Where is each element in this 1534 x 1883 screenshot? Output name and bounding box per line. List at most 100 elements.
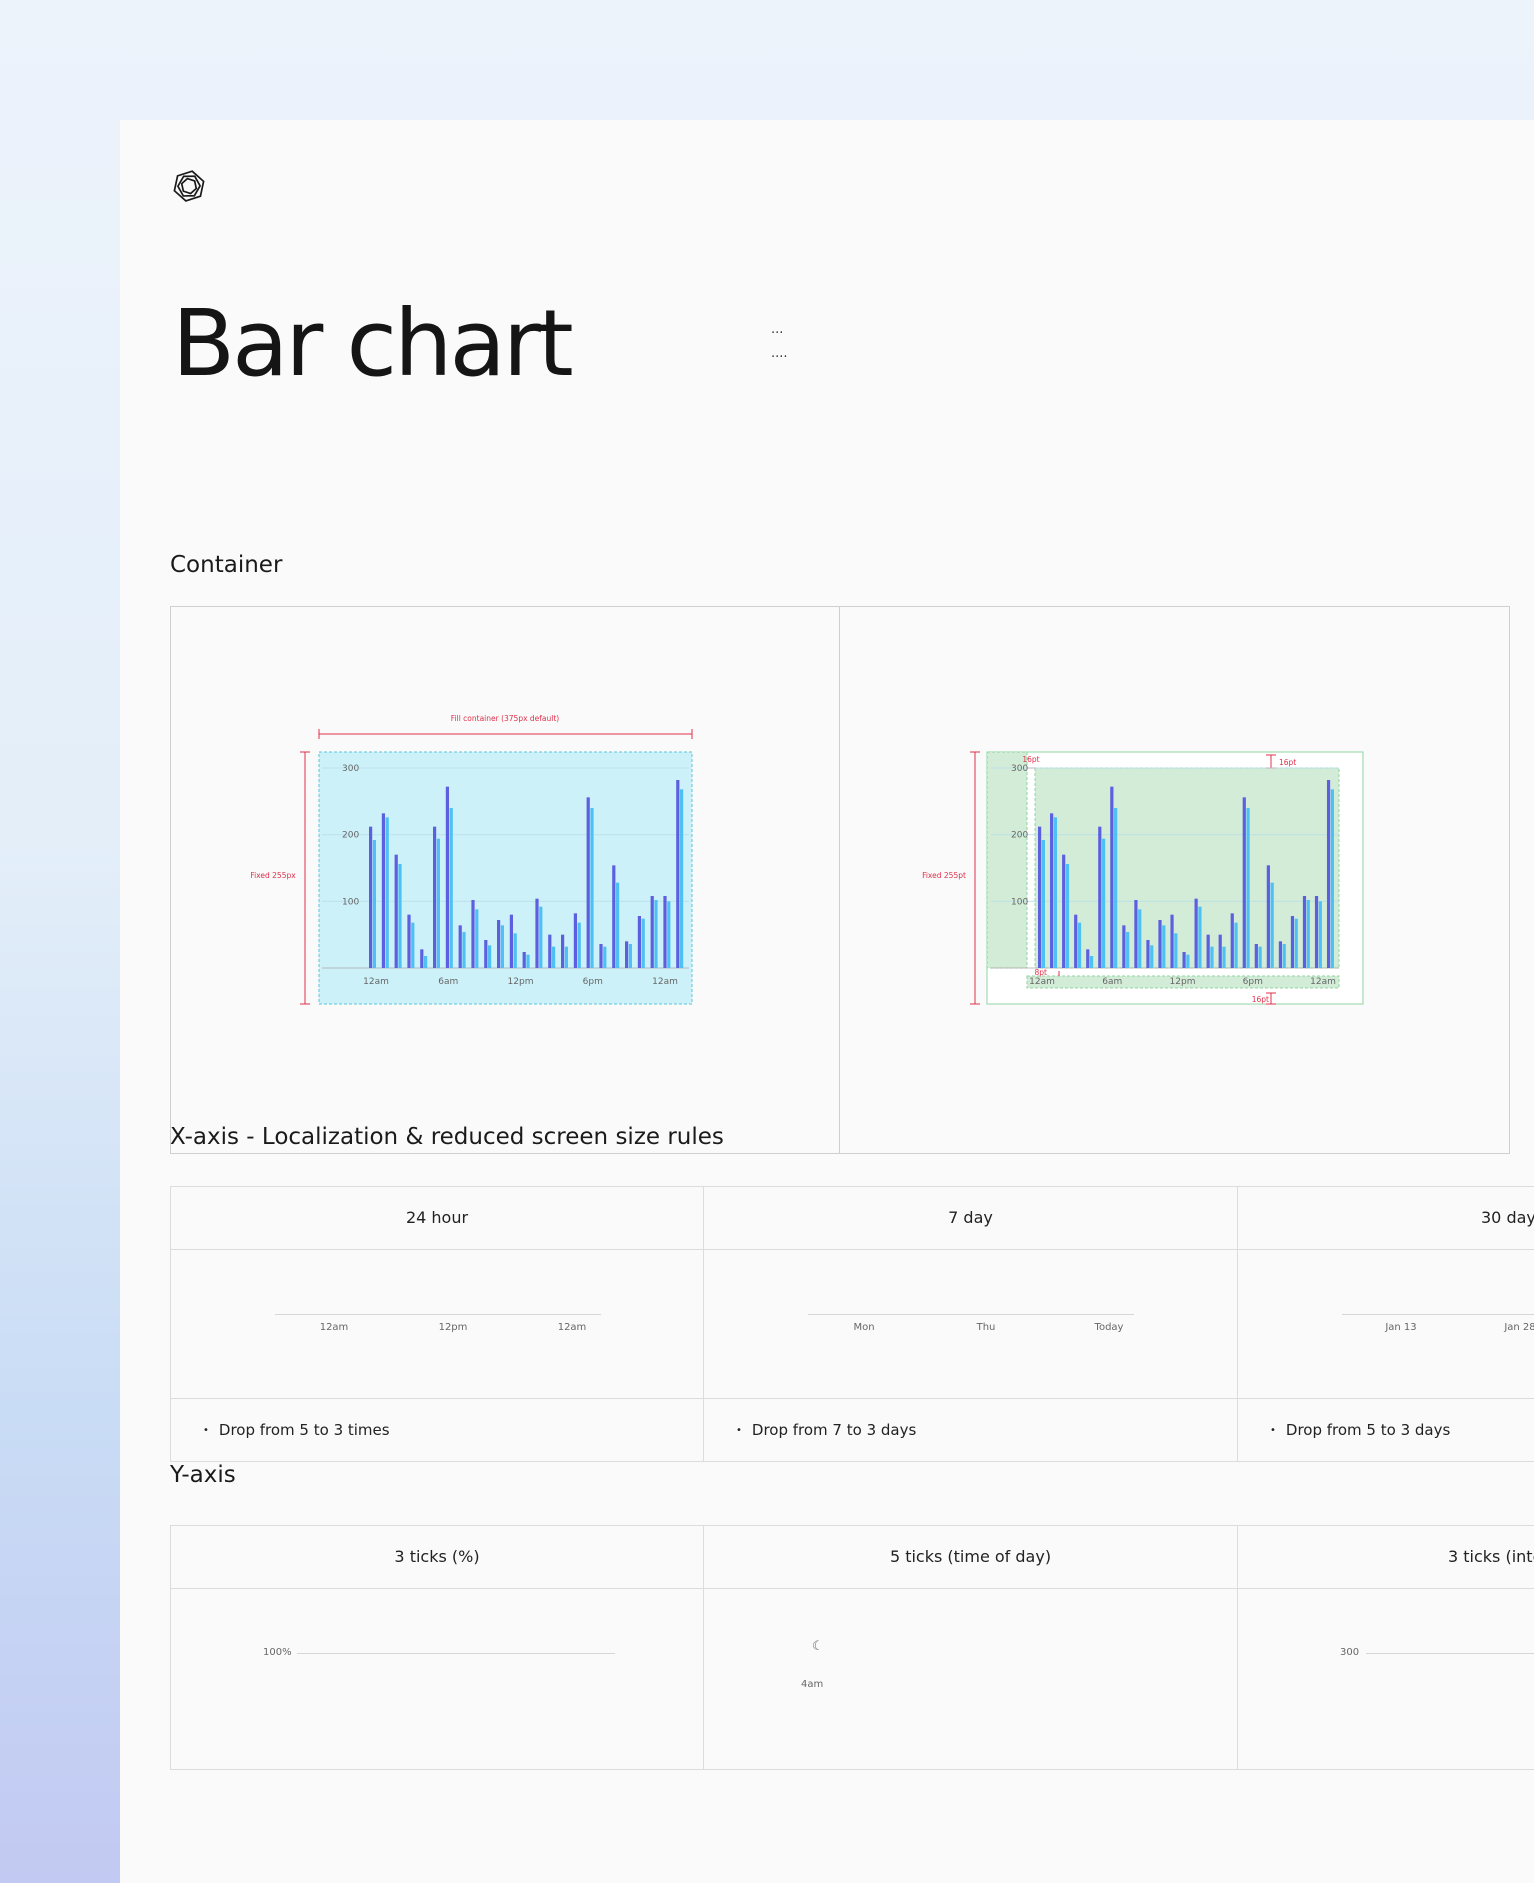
x-axis-area: [1026, 975, 1340, 989]
bar: [1290, 916, 1295, 968]
bar: [564, 946, 568, 968]
bar: [1206, 934, 1210, 968]
bar: [436, 838, 440, 968]
y-tick-label: 4am: [801, 1679, 824, 1690]
bar: [1186, 954, 1190, 968]
bar: [1122, 925, 1126, 968]
y-tick-label: 100: [342, 897, 359, 907]
axis-preview: Jan 13 Jan 28: [1238, 1250, 1534, 1399]
bar: [458, 925, 462, 968]
column-header: 24 hour: [171, 1187, 703, 1250]
x-tick-label: 12am: [1029, 977, 1055, 987]
bar: [1234, 922, 1238, 968]
bullet-icon: •: [1270, 1425, 1276, 1436]
bar: [462, 932, 466, 968]
x-tick-label: Today: [1094, 1322, 1124, 1333]
x-tick-label: 12am: [1310, 977, 1336, 987]
y-tick-label: 100%: [263, 1647, 292, 1658]
bar: [1318, 901, 1322, 968]
x-tick-label: 12pm: [438, 1322, 468, 1333]
bar: [1162, 925, 1166, 968]
bar: [680, 789, 684, 968]
logo-icon: [173, 170, 205, 202]
y-grid-line: [297, 1653, 615, 1654]
y-tick-label: 300: [342, 764, 359, 774]
overflow-menu[interactable]: ... ....: [771, 318, 788, 366]
axis-preview: 12am 12pm 12am: [171, 1250, 703, 1399]
bar: [407, 914, 411, 968]
bar: [663, 896, 667, 968]
y-axis-table: 3 ticks (%) 100% 5 ticks (time of day) ☾…: [170, 1525, 1534, 1770]
bar: [1086, 949, 1090, 968]
y-tick-label: 200: [342, 831, 359, 841]
padding-top-left-note: 16pt: [1022, 755, 1039, 764]
bar: [1330, 789, 1334, 968]
bar: [1102, 838, 1106, 968]
axis-preview: 300: [1238, 1589, 1534, 1769]
panel-divider: [839, 607, 840, 1153]
bar: [1146, 940, 1150, 968]
bar: [445, 786, 449, 968]
section-title-container: Container: [170, 552, 283, 578]
bar: [641, 918, 645, 968]
x-tick-label: 12am: [557, 1322, 587, 1333]
bar: [1150, 945, 1154, 968]
bar: [1110, 786, 1114, 968]
x-tick-label: 6am: [438, 977, 458, 987]
bar: [1098, 826, 1102, 968]
x-tick-label: Mon: [853, 1322, 875, 1333]
section-title-y-axis: Y-axis: [170, 1462, 236, 1488]
x-tick-label: 12am: [319, 1322, 349, 1333]
section-title-x-axis: X-axis - Localization & reduced screen s…: [170, 1124, 724, 1150]
bar: [612, 865, 616, 968]
bar: [1170, 914, 1174, 968]
axis-preview: ☾ 4am: [704, 1589, 1237, 1769]
x-axis-line: [808, 1314, 1134, 1315]
bar: [625, 941, 629, 968]
bar: [1282, 944, 1286, 968]
x-tick-label: 6pm: [1243, 977, 1263, 987]
bar-chart-right: 300 200 100 12am 6am 12pm 6pm 12am: [991, 764, 1339, 987]
x-axis-line: [1342, 1314, 1534, 1315]
width-note: Fill container (375px default): [451, 714, 560, 723]
bar: [1270, 882, 1274, 968]
bar: [637, 916, 641, 968]
y-tick-label: 200: [1011, 831, 1028, 841]
bar: [1062, 854, 1066, 968]
bar: [1326, 780, 1331, 968]
bar: [484, 940, 488, 968]
bar: [1194, 898, 1198, 968]
spec-page: Bar chart ... .... Container Fill contai…: [120, 120, 1534, 1883]
rule-label: Drop from 5 to 3 times: [218, 1421, 390, 1439]
bar: [1246, 808, 1250, 968]
bar: [1041, 840, 1045, 968]
axis-preview: Mon Thu Today: [704, 1250, 1237, 1399]
bar: [433, 826, 437, 968]
plot-area: [1034, 767, 1340, 969]
bar: [676, 780, 680, 968]
height-note: Fixed 255px: [250, 871, 296, 880]
bar: [513, 933, 517, 968]
bar: [535, 898, 539, 968]
bar: [1314, 896, 1319, 968]
bar: [1302, 896, 1307, 968]
column-header: 3 ticks (%): [171, 1526, 703, 1589]
y-tick-label: 300: [1011, 764, 1028, 774]
bar: [1230, 913, 1234, 968]
x-axis-column: 24 hour 12am 12pm 12am • Drop from 5 to 3…: [171, 1187, 704, 1461]
column-header: 7 day: [704, 1187, 1237, 1250]
bar: [385, 817, 389, 968]
bar: [1242, 797, 1246, 968]
bar: [449, 808, 453, 968]
bar: [1134, 900, 1138, 968]
menu-dots-line: ....: [771, 346, 788, 361]
bar: [599, 944, 603, 968]
y-axis-area: [986, 751, 1028, 969]
bar: [381, 813, 385, 968]
bar: [488, 945, 492, 968]
gap-note: 8pt: [1035, 968, 1048, 977]
bar: [1218, 934, 1222, 968]
x-tick-label: 12am: [652, 977, 678, 987]
bar: [398, 864, 402, 968]
bar: [603, 946, 607, 968]
